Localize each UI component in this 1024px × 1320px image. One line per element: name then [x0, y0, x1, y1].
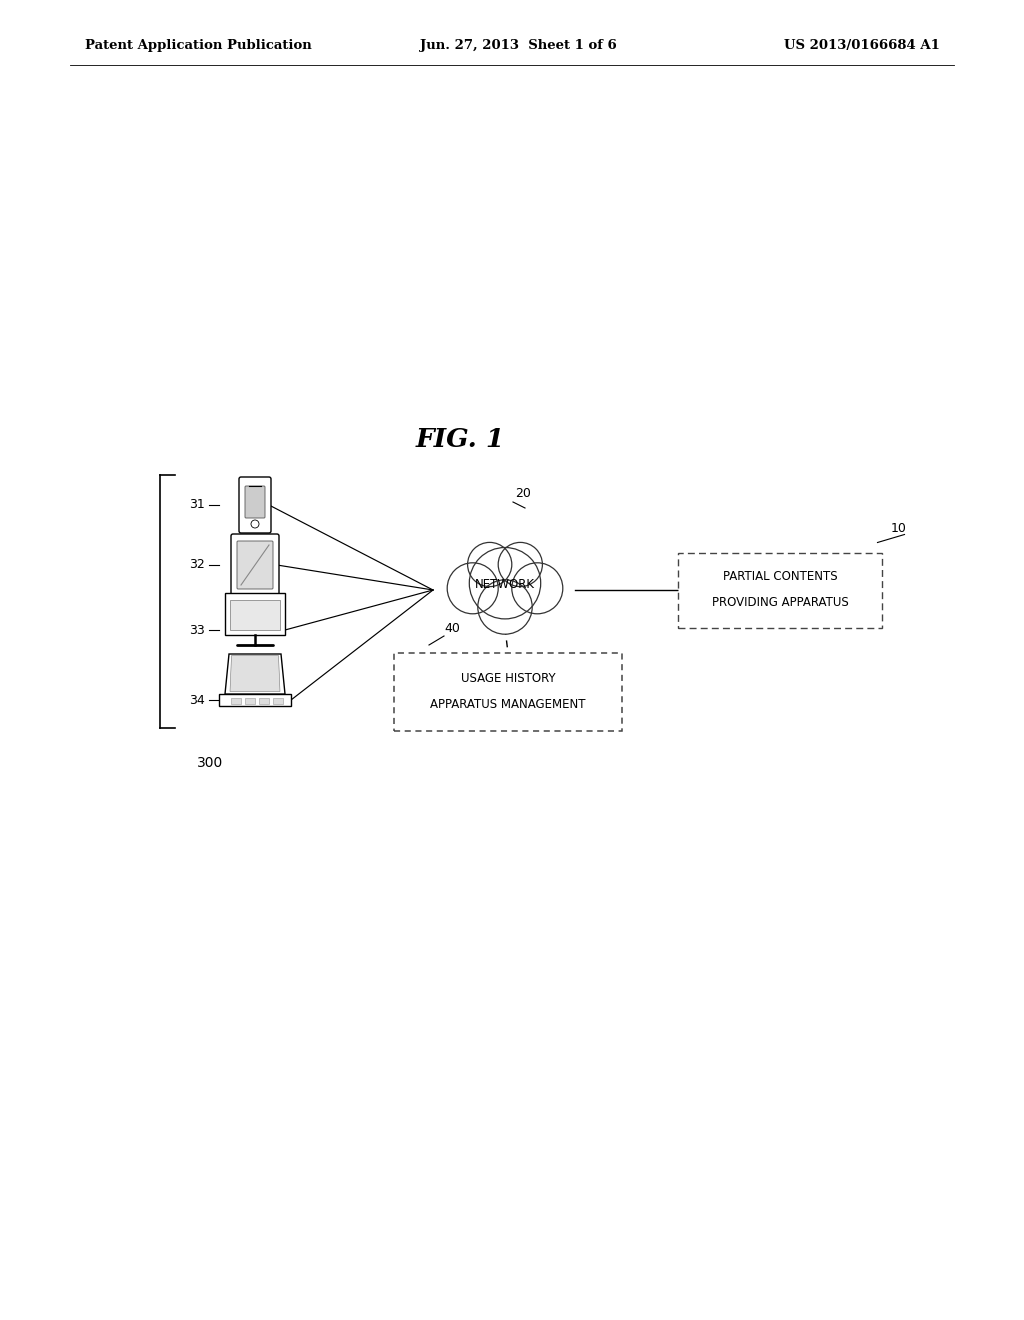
FancyBboxPatch shape	[231, 535, 279, 597]
Circle shape	[472, 550, 538, 616]
Text: PARTIAL CONTENTS: PARTIAL CONTENTS	[723, 570, 838, 583]
Circle shape	[499, 543, 543, 586]
Bar	[231, 698, 241, 704]
Text: 32: 32	[189, 558, 205, 572]
Polygon shape	[230, 656, 280, 692]
Text: Jun. 27, 2013  Sheet 1 of 6: Jun. 27, 2013 Sheet 1 of 6	[420, 38, 616, 51]
Text: 10: 10	[891, 521, 906, 535]
FancyBboxPatch shape	[245, 486, 265, 517]
Bar	[219, 694, 291, 706]
Text: Patent Application Publication: Patent Application Publication	[85, 38, 311, 51]
Text: 300: 300	[197, 756, 223, 770]
FancyBboxPatch shape	[239, 477, 271, 533]
Text: 20: 20	[515, 487, 530, 500]
Bar	[259, 698, 269, 704]
Circle shape	[450, 565, 497, 611]
Circle shape	[469, 544, 510, 585]
Circle shape	[512, 562, 563, 614]
Bar	[225, 593, 285, 635]
Circle shape	[514, 565, 561, 611]
Text: 33: 33	[189, 623, 205, 636]
FancyBboxPatch shape	[237, 541, 273, 589]
Circle shape	[500, 544, 541, 585]
Bar	[245, 698, 255, 704]
Circle shape	[480, 582, 530, 632]
Polygon shape	[225, 653, 285, 694]
Circle shape	[251, 520, 259, 528]
Circle shape	[447, 562, 499, 614]
Circle shape	[468, 543, 512, 586]
Text: FIG. 1: FIG. 1	[416, 428, 505, 453]
Text: PROVIDING APPARATUS: PROVIDING APPARATUS	[712, 597, 848, 610]
Text: 34: 34	[189, 693, 205, 706]
Text: USAGE HISTORY: USAGE HISTORY	[461, 672, 555, 685]
Text: APPARATUS MANAGEMENT: APPARATUS MANAGEMENT	[430, 698, 586, 711]
Text: 40: 40	[444, 622, 460, 635]
Text: US 2013/0166684 A1: US 2013/0166684 A1	[784, 38, 940, 51]
Bar	[678, 553, 883, 627]
Bar	[230, 601, 280, 630]
Bar	[394, 653, 622, 731]
Text: 31: 31	[189, 499, 205, 511]
Circle shape	[469, 548, 541, 619]
Text: NETWORK: NETWORK	[475, 578, 535, 590]
Circle shape	[478, 579, 532, 634]
Bar	[273, 698, 283, 704]
